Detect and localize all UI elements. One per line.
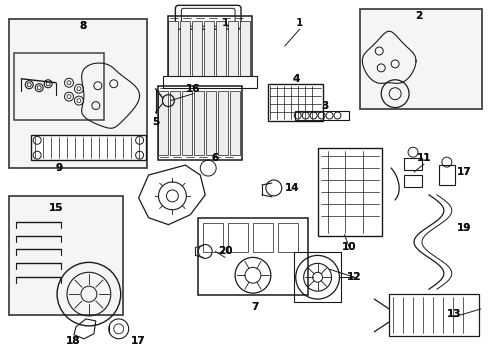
Text: 5: 5 <box>152 117 159 127</box>
Text: 20: 20 <box>218 247 232 256</box>
Text: 3: 3 <box>321 100 328 111</box>
Bar <box>195 91 204 155</box>
Text: 13: 13 <box>446 309 461 319</box>
Text: 16: 16 <box>186 84 200 94</box>
Bar <box>404 175 422 187</box>
Bar <box>228 223 248 252</box>
Text: 15: 15 <box>49 203 63 213</box>
Bar <box>294 111 349 121</box>
Text: 19: 19 <box>457 222 471 233</box>
Text: 11: 11 <box>416 153 431 163</box>
Bar <box>9 196 123 315</box>
Text: 9: 9 <box>55 163 63 173</box>
Bar <box>171 91 180 155</box>
Bar <box>228 21 238 76</box>
Text: 13: 13 <box>446 309 461 319</box>
Bar <box>253 223 273 252</box>
Text: 8: 8 <box>79 21 87 31</box>
Bar <box>192 21 202 76</box>
Text: 10: 10 <box>342 243 357 252</box>
Text: 14: 14 <box>284 183 299 193</box>
FancyBboxPatch shape <box>175 5 241 29</box>
Text: 7: 7 <box>251 302 259 312</box>
Bar <box>404 158 422 170</box>
Bar <box>169 16 252 81</box>
Text: 7: 7 <box>251 302 259 312</box>
Text: 4: 4 <box>292 74 299 84</box>
Text: 12: 12 <box>347 272 362 282</box>
Bar <box>360 9 482 109</box>
Bar <box>14 53 104 121</box>
Bar <box>230 91 240 155</box>
Bar <box>9 19 147 168</box>
Bar <box>240 21 250 76</box>
Text: 17: 17 <box>131 336 146 346</box>
Text: 11: 11 <box>416 153 431 163</box>
Text: 5: 5 <box>152 117 159 127</box>
Text: 12: 12 <box>347 272 362 282</box>
Text: 1: 1 <box>296 18 303 28</box>
Bar <box>164 76 257 88</box>
Text: 4: 4 <box>292 74 299 84</box>
Bar <box>182 91 192 155</box>
Text: 20: 20 <box>218 247 232 256</box>
Bar <box>294 252 342 302</box>
Text: 15: 15 <box>49 203 63 213</box>
Text: 17: 17 <box>457 167 471 177</box>
Bar <box>180 21 190 76</box>
Text: 18: 18 <box>66 336 80 346</box>
Text: 6: 6 <box>212 153 219 163</box>
Text: 3: 3 <box>321 100 328 111</box>
Bar <box>158 86 242 160</box>
Bar <box>204 21 214 76</box>
Bar <box>389 294 479 336</box>
Text: 17: 17 <box>131 336 146 346</box>
Bar <box>216 21 226 76</box>
Text: 17: 17 <box>457 167 471 177</box>
Text: 14: 14 <box>284 183 299 193</box>
Text: 6: 6 <box>212 153 219 163</box>
Bar <box>31 135 146 160</box>
Bar <box>318 148 382 235</box>
Bar <box>206 91 216 155</box>
Text: 2: 2 <box>416 11 423 21</box>
Text: 8: 8 <box>79 21 87 31</box>
Bar <box>278 223 298 252</box>
Text: 9: 9 <box>55 163 63 173</box>
Text: 2: 2 <box>416 11 423 21</box>
Bar <box>439 165 455 185</box>
Bar <box>203 223 223 252</box>
Bar <box>268 84 322 121</box>
Text: 16: 16 <box>186 84 200 94</box>
Text: 10: 10 <box>342 243 357 252</box>
Text: 18: 18 <box>66 336 80 346</box>
Bar <box>218 91 228 155</box>
Bar <box>158 91 169 155</box>
Text: 19: 19 <box>457 222 471 233</box>
Bar <box>198 218 308 295</box>
Text: 1: 1 <box>221 18 229 28</box>
Bar <box>169 21 178 76</box>
